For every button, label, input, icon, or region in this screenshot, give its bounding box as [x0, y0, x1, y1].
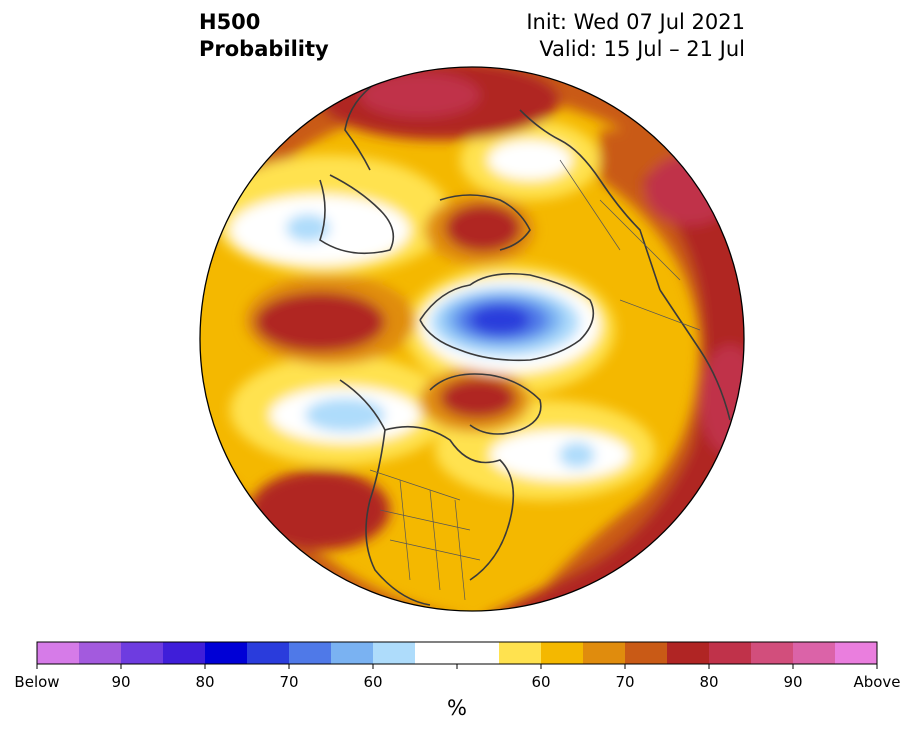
colorbar-tick-label: 70: [615, 673, 635, 691]
borders: [369, 159, 701, 601]
init-date-label: Init: Wed 07 Jul 2021: [526, 10, 745, 34]
colorbar-tick-label: 70: [279, 673, 299, 691]
probability-map: [199, 66, 745, 612]
variable-label: H500: [199, 10, 261, 34]
colorbar-tick-label: Below: [14, 673, 60, 691]
colorbar-cell: [583, 642, 626, 664]
coastlines: [319, 79, 731, 606]
colorbar-cell: [499, 642, 542, 664]
colorbar-tick-label: 60: [363, 673, 383, 691]
colorbar-cell: [205, 642, 248, 664]
colorbar-cell: [247, 642, 290, 664]
valid-period-label: Valid: 15 Jul – 21 Jul: [539, 37, 745, 61]
map-title: H500 Probability: [199, 9, 329, 63]
colorbar-cell: [121, 642, 164, 664]
product-label: Probability: [199, 37, 329, 61]
colorbar-cell: [541, 642, 584, 664]
colorbar-tick-label: 90: [783, 673, 803, 691]
colorbar-tick-label: 60: [531, 673, 551, 691]
colorbar-cell: [793, 642, 836, 664]
colorbar-cell: [835, 642, 878, 664]
colorbar-cell: [289, 642, 332, 664]
colorbar-tick-label: 80: [699, 673, 719, 691]
colorbar-cell: [37, 642, 80, 664]
colorbar-cell: [667, 642, 710, 664]
colorbar-cell: [163, 642, 206, 664]
colorbar-tick-label: Above: [853, 673, 901, 691]
colorbar-tick-label: 90: [111, 673, 131, 691]
colorbar-cell: [373, 642, 416, 664]
colorbar-cell: [415, 642, 458, 664]
colorbar-unit-label: %: [447, 696, 467, 720]
colorbar-tick-label: 80: [195, 673, 215, 691]
colorbar-cell: [751, 642, 794, 664]
colorbar-cell: [331, 642, 374, 664]
colorbar-cell: [625, 642, 668, 664]
probability-field: [200, 67, 744, 611]
date-info: Init: Wed 07 Jul 2021 Valid: 15 Jul – 21…: [526, 9, 745, 63]
colorbar-cell: [457, 642, 500, 664]
colorbar-cell: [79, 642, 122, 664]
colorbar-cell: [709, 642, 752, 664]
colorbar: [36, 641, 878, 669]
globe-outline: [199, 66, 745, 612]
